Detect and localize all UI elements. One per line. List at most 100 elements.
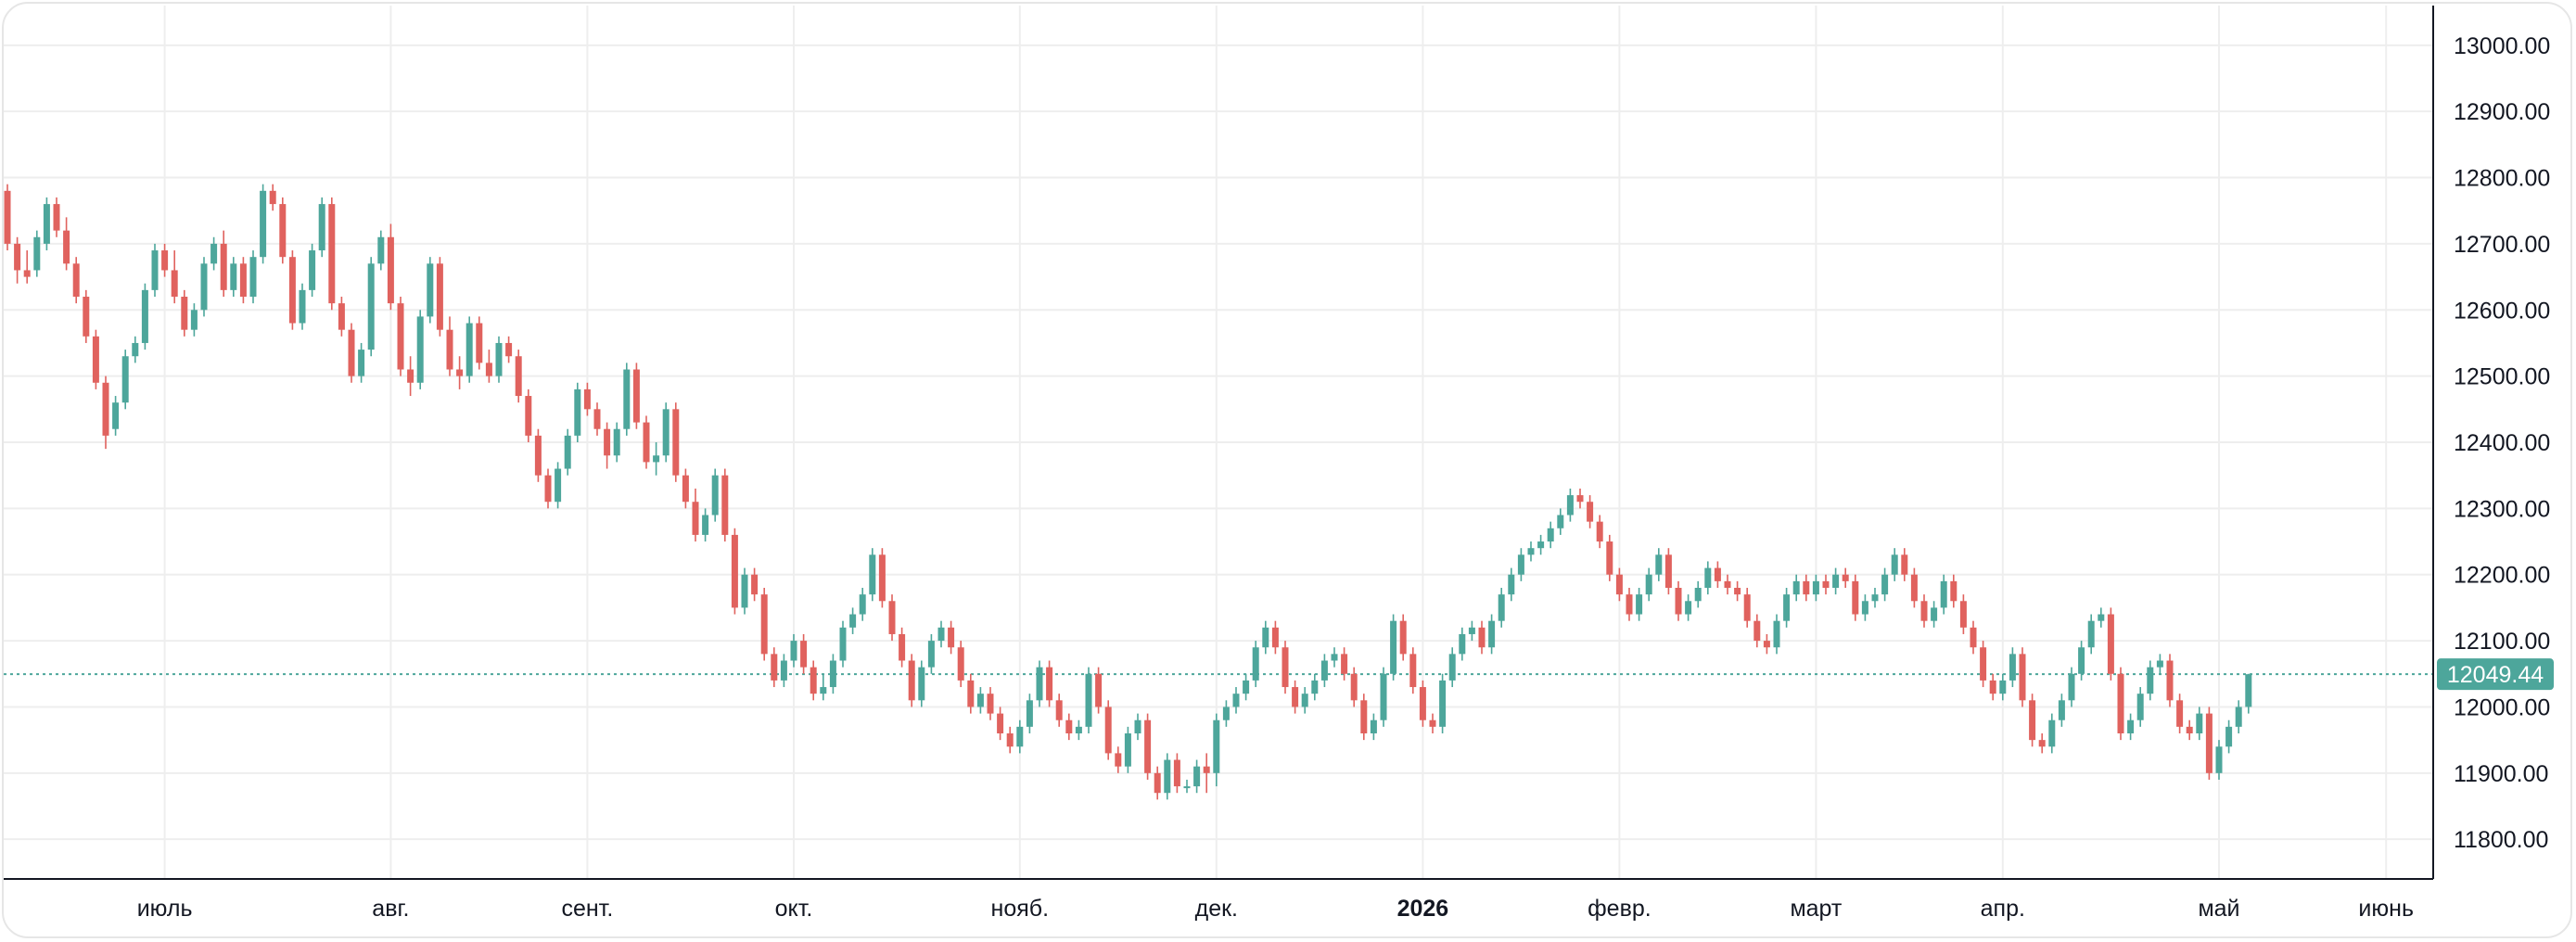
candle	[1419, 680, 1426, 727]
candle-body	[1714, 567, 1721, 581]
candle-body	[1743, 594, 1751, 621]
candle-body	[593, 409, 601, 429]
candle-body	[121, 356, 129, 403]
candle-body	[1970, 627, 1977, 648]
candle-body	[1292, 687, 1299, 707]
candle	[1792, 574, 1800, 602]
candle-body	[1046, 667, 1053, 701]
candle-body	[908, 660, 915, 701]
candle-body	[318, 204, 325, 251]
candle-body	[1596, 521, 1603, 542]
candle-body	[141, 289, 148, 343]
candle-body	[859, 594, 866, 615]
candle-body	[1812, 580, 1819, 595]
candle	[967, 673, 975, 714]
candle-body	[1252, 647, 1259, 681]
candle	[672, 402, 680, 482]
candle	[1006, 726, 1014, 754]
candle	[1547, 521, 1554, 549]
candle-body	[1468, 627, 1475, 634]
candle	[682, 468, 689, 509]
candle-body	[790, 641, 797, 661]
y-tick-label: 11900.00	[2454, 761, 2548, 787]
candle	[780, 654, 787, 688]
candle-body	[997, 713, 1004, 733]
candle	[810, 660, 817, 701]
candle-body	[1901, 554, 1908, 575]
candle	[1891, 548, 1898, 581]
last-price-label: 12049.44	[2437, 658, 2554, 691]
candle	[1596, 515, 1603, 549]
candle	[53, 197, 60, 237]
candle	[1144, 713, 1152, 780]
candle-body	[1350, 673, 1358, 701]
candle-body	[780, 660, 787, 681]
candle	[1714, 561, 1721, 588]
candle-body	[407, 369, 414, 383]
last-price-badge	[2437, 658, 2554, 691]
candle-body	[583, 388, 591, 410]
x-tick-label: апр.	[1981, 896, 2025, 922]
candle-body	[1488, 620, 1496, 648]
candle-body	[1026, 700, 1033, 727]
candle	[260, 184, 267, 264]
candle-body	[1636, 594, 1643, 615]
candle-body	[1852, 580, 1859, 615]
candle-body	[771, 654, 778, 681]
candle	[161, 243, 169, 277]
candle	[1104, 700, 1112, 760]
candle	[574, 382, 581, 442]
candle-body	[1320, 660, 1328, 681]
candle-body	[525, 396, 532, 436]
candle-body	[1370, 719, 1377, 733]
candle	[1282, 641, 1289, 694]
candle	[465, 316, 473, 383]
candle	[269, 184, 276, 211]
candle	[1459, 627, 1466, 661]
candle	[476, 316, 483, 370]
candle-body	[702, 515, 709, 535]
candle	[888, 594, 896, 642]
candle-body	[239, 263, 247, 297]
candle-body	[1527, 548, 1535, 555]
candle	[121, 350, 129, 410]
candle	[1399, 614, 1407, 661]
candle-body	[1517, 554, 1524, 575]
candle	[1193, 759, 1201, 794]
candle-body	[2029, 700, 2036, 741]
candle-body	[800, 641, 808, 668]
candle-body	[505, 342, 513, 357]
candle	[1615, 567, 1623, 602]
candle-body	[269, 190, 276, 205]
candle-body	[2136, 694, 2144, 720]
candle-body	[741, 574, 748, 608]
candle	[1606, 534, 1613, 581]
candle-body	[1055, 700, 1063, 720]
candle	[1183, 779, 1191, 794]
candle	[1448, 647, 1456, 688]
candle-body	[328, 204, 336, 304]
candle-body	[1803, 580, 1810, 595]
candle	[1527, 541, 1535, 562]
candle-body	[1213, 719, 1220, 773]
candle	[2107, 607, 2114, 681]
candle	[2117, 667, 2124, 741]
candle	[957, 641, 964, 688]
candle	[1959, 594, 1967, 634]
candle	[1016, 719, 1024, 754]
candle-body	[1016, 726, 1024, 747]
candle-body	[2235, 706, 2242, 727]
candle-body	[132, 342, 139, 357]
candle-body	[1645, 574, 1652, 595]
y-tick-label: 12700.00	[2454, 232, 2550, 258]
candle	[820, 673, 827, 701]
candle-body	[967, 680, 975, 707]
y-tick-label: 12200.00	[2454, 563, 2550, 589]
candle-body	[387, 236, 394, 304]
candle-body	[4, 190, 11, 244]
candle	[1980, 641, 1987, 688]
candle	[2068, 667, 2075, 707]
candle	[583, 382, 591, 416]
candle	[456, 356, 464, 389]
candle-body	[1232, 694, 1240, 707]
